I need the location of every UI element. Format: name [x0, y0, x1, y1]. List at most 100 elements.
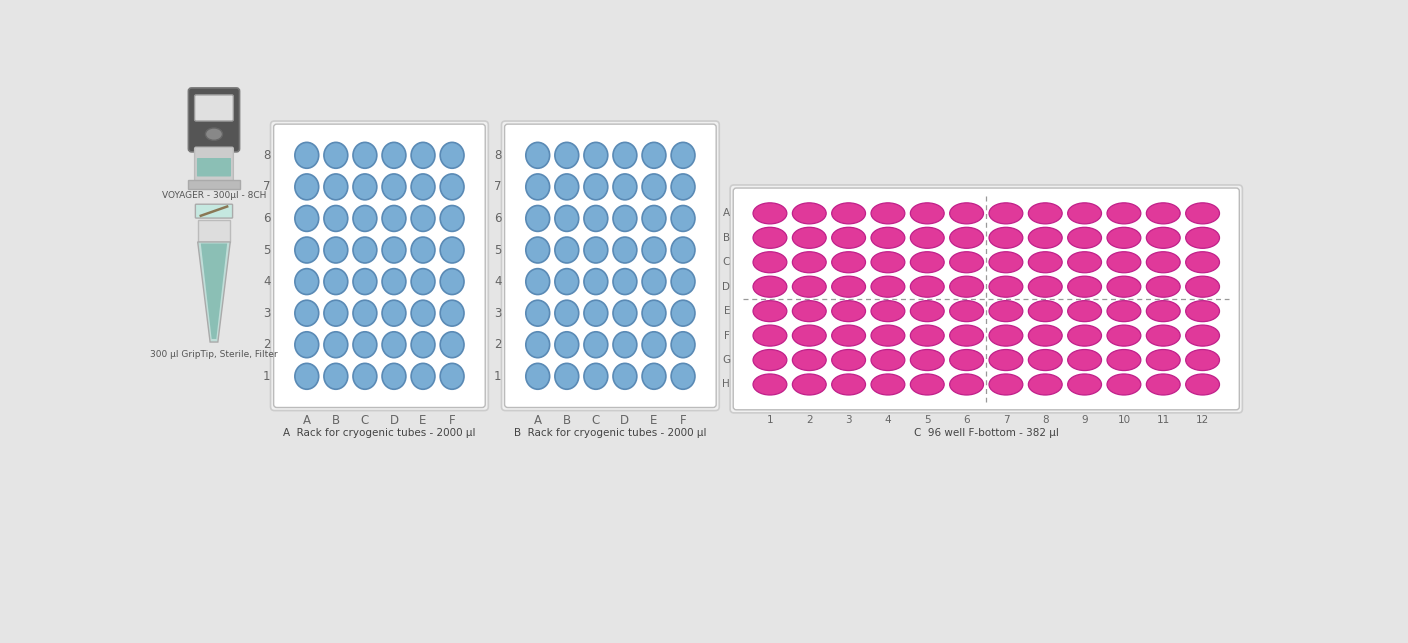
Text: 5: 5: [924, 415, 931, 425]
Text: 1: 1: [263, 370, 270, 383]
Ellipse shape: [353, 142, 377, 168]
Ellipse shape: [1067, 301, 1101, 322]
Ellipse shape: [1186, 301, 1219, 322]
Ellipse shape: [324, 237, 348, 263]
Ellipse shape: [911, 374, 945, 395]
Text: 5: 5: [494, 244, 501, 257]
Ellipse shape: [793, 252, 826, 273]
Ellipse shape: [324, 174, 348, 200]
Ellipse shape: [642, 269, 666, 294]
Ellipse shape: [911, 276, 945, 297]
Ellipse shape: [872, 350, 905, 370]
Ellipse shape: [584, 237, 608, 263]
Ellipse shape: [911, 203, 945, 224]
Ellipse shape: [324, 363, 348, 389]
Ellipse shape: [411, 237, 435, 263]
Text: 6: 6: [263, 212, 270, 225]
Text: 8: 8: [1042, 415, 1049, 425]
Ellipse shape: [294, 363, 318, 389]
Text: 7: 7: [494, 181, 501, 194]
Ellipse shape: [441, 142, 465, 168]
Polygon shape: [201, 244, 227, 339]
Ellipse shape: [525, 363, 549, 389]
Ellipse shape: [206, 128, 222, 140]
Ellipse shape: [793, 276, 826, 297]
Ellipse shape: [353, 237, 377, 263]
Text: G: G: [722, 355, 731, 365]
Text: 11: 11: [1156, 415, 1170, 425]
Ellipse shape: [911, 350, 945, 370]
Ellipse shape: [382, 269, 406, 294]
FancyBboxPatch shape: [197, 221, 231, 242]
Ellipse shape: [1146, 325, 1180, 346]
Ellipse shape: [672, 142, 696, 168]
Text: 6: 6: [963, 415, 970, 425]
Ellipse shape: [672, 237, 696, 263]
Ellipse shape: [411, 332, 435, 358]
Ellipse shape: [441, 206, 465, 231]
Ellipse shape: [949, 301, 984, 322]
Text: 8: 8: [494, 149, 501, 162]
Ellipse shape: [988, 301, 1022, 322]
Text: A: A: [534, 415, 542, 428]
Ellipse shape: [1107, 301, 1140, 322]
Ellipse shape: [1186, 374, 1219, 395]
Ellipse shape: [1107, 374, 1140, 395]
Ellipse shape: [555, 269, 579, 294]
Ellipse shape: [1186, 350, 1219, 370]
Ellipse shape: [1028, 325, 1062, 346]
Ellipse shape: [584, 142, 608, 168]
FancyBboxPatch shape: [194, 147, 234, 185]
Ellipse shape: [353, 206, 377, 231]
Ellipse shape: [949, 252, 984, 273]
Ellipse shape: [353, 332, 377, 358]
Ellipse shape: [1028, 203, 1062, 224]
Text: D: D: [722, 282, 731, 292]
Ellipse shape: [441, 363, 465, 389]
Ellipse shape: [872, 301, 905, 322]
Text: 6: 6: [494, 212, 501, 225]
Ellipse shape: [555, 237, 579, 263]
Ellipse shape: [612, 142, 636, 168]
Ellipse shape: [1028, 227, 1062, 248]
Ellipse shape: [1028, 374, 1062, 395]
Ellipse shape: [441, 174, 465, 200]
Ellipse shape: [584, 363, 608, 389]
Ellipse shape: [584, 206, 608, 231]
FancyBboxPatch shape: [504, 124, 717, 408]
Ellipse shape: [949, 203, 984, 224]
Ellipse shape: [382, 237, 406, 263]
Ellipse shape: [872, 252, 905, 273]
Ellipse shape: [753, 374, 787, 395]
Text: 12: 12: [1195, 415, 1209, 425]
Ellipse shape: [555, 142, 579, 168]
Ellipse shape: [612, 237, 636, 263]
Ellipse shape: [1146, 276, 1180, 297]
Text: 300 µl GripTip, Sterile, Filter: 300 µl GripTip, Sterile, Filter: [151, 350, 277, 359]
Ellipse shape: [1107, 350, 1140, 370]
FancyBboxPatch shape: [189, 88, 239, 152]
FancyBboxPatch shape: [270, 121, 489, 411]
Text: B: B: [722, 233, 731, 243]
Ellipse shape: [584, 332, 608, 358]
Ellipse shape: [872, 203, 905, 224]
Ellipse shape: [294, 269, 318, 294]
Text: 4: 4: [494, 275, 501, 288]
Ellipse shape: [441, 300, 465, 326]
FancyBboxPatch shape: [731, 185, 1242, 413]
Ellipse shape: [872, 374, 905, 395]
Ellipse shape: [949, 276, 984, 297]
Ellipse shape: [832, 203, 866, 224]
Ellipse shape: [411, 300, 435, 326]
Text: 1: 1: [766, 415, 773, 425]
Ellipse shape: [1186, 203, 1219, 224]
Ellipse shape: [525, 174, 549, 200]
Ellipse shape: [793, 227, 826, 248]
Ellipse shape: [1146, 227, 1180, 248]
Ellipse shape: [294, 206, 318, 231]
Ellipse shape: [832, 325, 866, 346]
Text: VOYAGER - 300µl - 8CH: VOYAGER - 300µl - 8CH: [162, 191, 266, 200]
Text: 2: 2: [263, 338, 270, 351]
Ellipse shape: [642, 237, 666, 263]
Ellipse shape: [911, 301, 945, 322]
